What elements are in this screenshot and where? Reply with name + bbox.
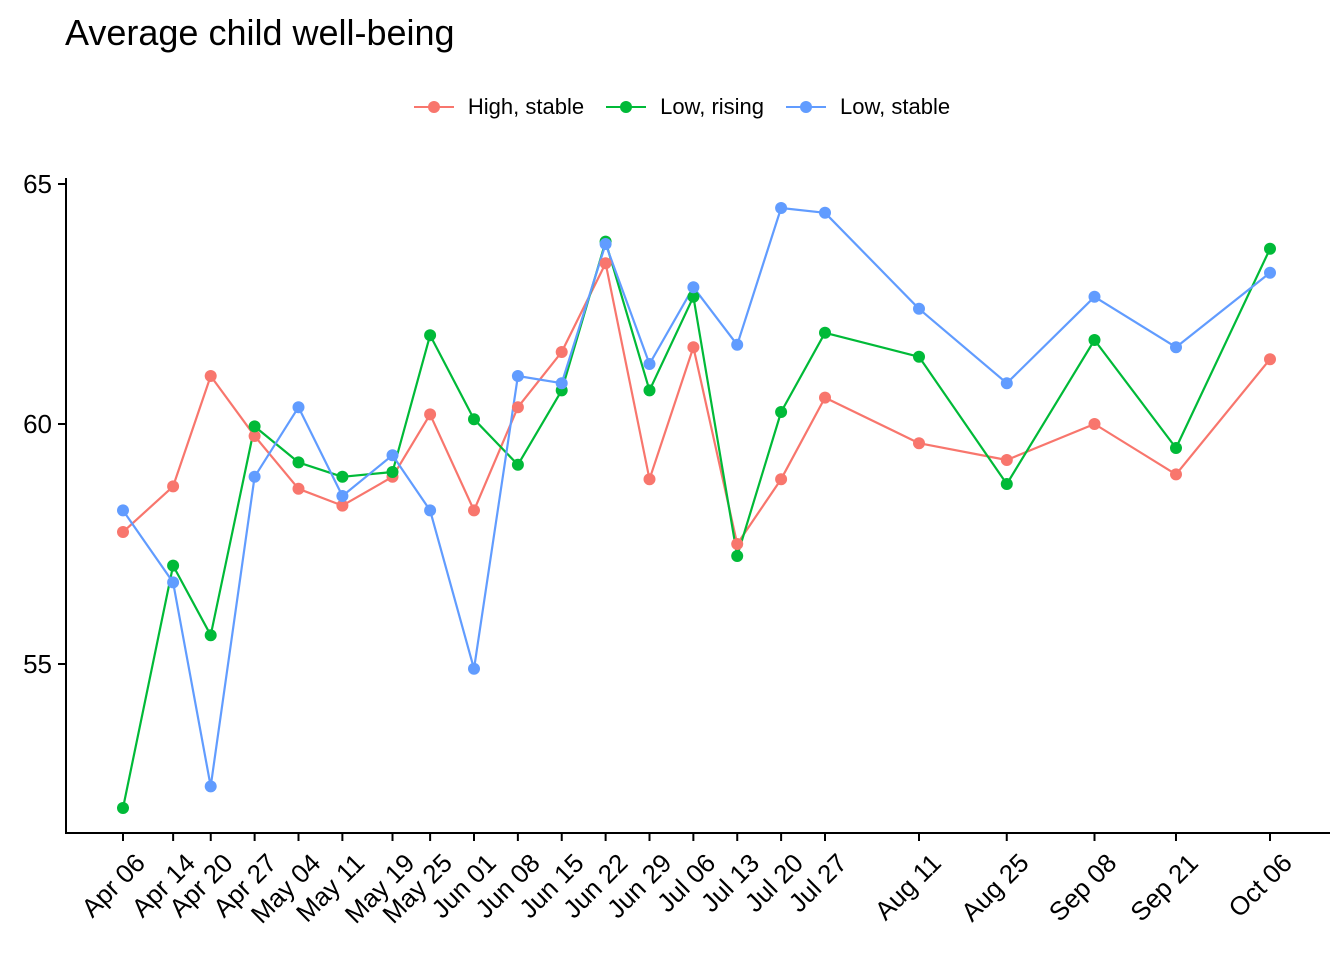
data-point-series-1	[819, 326, 831, 339]
x-tick-label: Sep 21	[1124, 848, 1203, 927]
data-point-series-0	[1264, 353, 1276, 366]
data-point-series-2	[599, 238, 612, 250]
legend-key-low-rising	[606, 92, 647, 122]
data-point-series-2	[819, 206, 831, 219]
data-point-series-1	[1000, 478, 1013, 490]
data-point-series-0	[599, 257, 612, 270]
data-point-series-2	[643, 358, 656, 370]
legend-label-low-stable: Low, stable	[840, 94, 951, 119]
data-point-series-2	[775, 202, 788, 214]
data-point-series-1	[424, 329, 437, 342]
data-point-series-2	[1264, 266, 1276, 279]
data-point-series-0	[1000, 454, 1013, 466]
data-point-series-0	[643, 473, 656, 486]
data-point-series-0	[248, 430, 261, 442]
data-point-series-0	[204, 370, 217, 382]
data-point-series-2	[1088, 290, 1101, 303]
series-line-2	[122, 206, 1271, 788]
y-tick-label: 60	[23, 409, 52, 439]
data-point-series-0	[468, 504, 480, 517]
data-point-series-2	[424, 504, 437, 517]
data-point-series-0	[292, 482, 305, 495]
data-point-series-0	[167, 480, 180, 493]
data-point-series-1	[1264, 242, 1276, 255]
data-point-series-0	[555, 346, 568, 358]
legend-item-low-rising: Low, rising	[606, 92, 764, 122]
data-point-series-1	[1088, 334, 1101, 346]
data-point-series-2	[292, 401, 305, 414]
data-point-series-2	[336, 490, 349, 502]
data-point-series-2	[913, 302, 925, 315]
data-point-series-0	[117, 526, 129, 538]
data-point-series-2	[248, 470, 261, 483]
data-point-series-0	[913, 437, 925, 450]
data-point-series-1	[167, 559, 180, 572]
y-tick-label: 65	[23, 169, 52, 199]
data-point-series-1	[687, 290, 700, 303]
legend-label-low-rising: Low, rising	[660, 94, 765, 119]
data-point-series-2	[511, 370, 524, 382]
data-point-series-2	[687, 281, 700, 294]
data-point-series-2	[1000, 377, 1013, 390]
data-point-series-1	[204, 629, 217, 642]
data-point-series-2	[204, 780, 217, 793]
legend-item-high-stable: High, stable	[413, 92, 585, 122]
data-point-series-2	[555, 377, 568, 390]
data-point-series-0	[424, 408, 437, 421]
data-point-series-0	[687, 341, 700, 354]
data-point-series-1	[913, 350, 925, 363]
data-point-series-1	[336, 470, 349, 483]
data-point-series-0	[336, 499, 349, 512]
x-tick-label: Oct 06	[1222, 848, 1297, 923]
data-point-series-1	[775, 406, 788, 418]
legend-key-low-stable	[786, 92, 827, 122]
data-point-series-0	[731, 538, 744, 550]
data-point-series-1	[731, 550, 744, 562]
data-point-series-0	[511, 401, 524, 414]
data-point-series-2	[386, 449, 399, 462]
data-point-series-0	[775, 473, 788, 486]
data-point-series-1	[643, 384, 656, 397]
data-point-series-1	[1170, 442, 1182, 454]
data-point-series-2	[468, 662, 480, 675]
data-point-series-2	[731, 338, 744, 351]
legend-label-high-stable: High, stable	[467, 94, 585, 119]
data-point-series-1	[117, 802, 129, 814]
data-point-series-1	[248, 420, 261, 433]
data-point-series-0	[1088, 418, 1101, 430]
series-line-0	[122, 262, 1271, 546]
y-tick-label: 55	[23, 649, 52, 679]
x-tick-label: Aug 11	[869, 848, 947, 926]
data-point-series-1	[292, 456, 305, 469]
x-tick-label: Sep 08	[1043, 848, 1122, 927]
legend-item-low-stable: Low, stable	[786, 92, 950, 122]
data-point-series-2	[1170, 341, 1182, 354]
chart-title: Average child well-being	[65, 12, 455, 53]
data-point-series-0	[1170, 468, 1182, 481]
legend-key-high-stable	[413, 92, 454, 122]
series-line-1	[121, 240, 1271, 809]
data-point-series-2	[117, 504, 129, 517]
data-point-series-0	[819, 391, 831, 404]
data-point-series-1	[386, 466, 399, 478]
legend: High, stable Low, rising Low, stable	[0, 92, 1344, 122]
data-point-series-1	[468, 413, 480, 426]
data-point-series-2	[167, 576, 180, 589]
data-point-series-1	[511, 458, 524, 471]
x-tick-label: Aug 25	[955, 848, 1034, 927]
